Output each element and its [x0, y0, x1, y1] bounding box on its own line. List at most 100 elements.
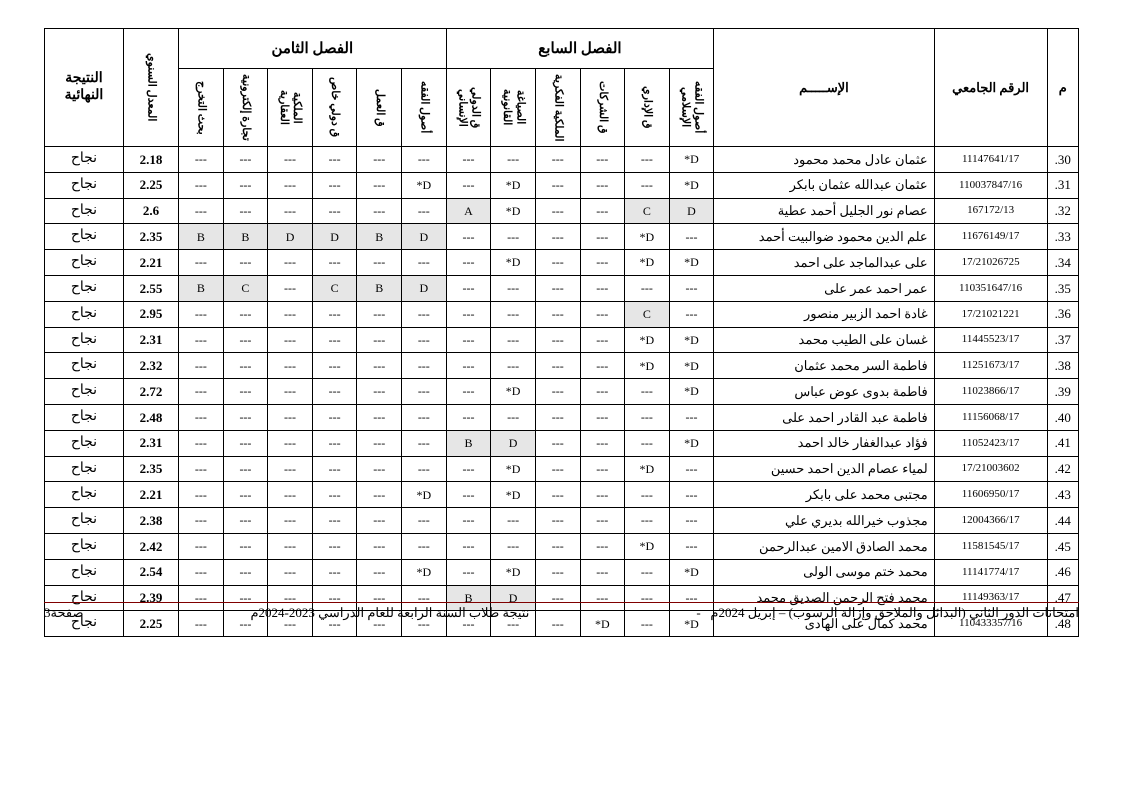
- cell-result: نجاح: [45, 353, 124, 379]
- cell-s7-3: ---: [535, 430, 580, 456]
- cell-avg: 2.21: [123, 250, 178, 276]
- cell-avg: 2.55: [123, 275, 178, 301]
- cell-s7-0: D*: [669, 430, 714, 456]
- cell-s7-5: ---: [446, 275, 491, 301]
- cell-uid: 11023866/17: [934, 379, 1047, 405]
- cell-s7-0: D*: [669, 327, 714, 353]
- cell-s8-3: ---: [268, 327, 313, 353]
- cell-s7-1: D*: [625, 224, 670, 250]
- h-idx: م: [1047, 29, 1078, 147]
- cell-s8-3: ---: [268, 379, 313, 405]
- cell-s8-5: ---: [179, 327, 224, 353]
- cell-s7-4: ---: [491, 404, 536, 430]
- cell-s8-4: ---: [223, 301, 268, 327]
- table-row: 33.11676149/17علم الدين محمود ضوالبيت أح…: [45, 224, 1079, 250]
- cell-s8-0: ---: [402, 379, 447, 405]
- cell-s8-1: ---: [357, 198, 402, 224]
- cell-s8-0: ---: [402, 301, 447, 327]
- cell-s7-3: ---: [535, 353, 580, 379]
- cell-s8-0: D*: [402, 172, 447, 198]
- cell-s8-1: ---: [357, 172, 402, 198]
- cell-s8-1: ---: [357, 559, 402, 585]
- table-row: 36.17/21021221غادة احمد الزبير منصور---C…: [45, 301, 1079, 327]
- cell-s7-0: D: [669, 198, 714, 224]
- cell-avg: 2.25: [123, 172, 178, 198]
- cell-s7-2: ---: [580, 327, 625, 353]
- cell-s8-4: ---: [223, 508, 268, 534]
- cell-s7-2: ---: [580, 198, 625, 224]
- cell-idx: 45.: [1047, 533, 1078, 559]
- cell-idx: 37.: [1047, 327, 1078, 353]
- cell-idx: 33.: [1047, 224, 1078, 250]
- cell-idx: 36.: [1047, 301, 1078, 327]
- cell-s7-4: ---: [491, 508, 536, 534]
- cell-s8-3: ---: [268, 508, 313, 534]
- cell-s7-0: D*: [669, 353, 714, 379]
- cell-s8-1: B: [357, 275, 402, 301]
- cell-result: نجاح: [45, 559, 124, 585]
- cell-s7-5: ---: [446, 224, 491, 250]
- cell-s8-2: ---: [312, 198, 357, 224]
- cell-s8-5: ---: [179, 147, 224, 173]
- cell-name: فاطمة السر محمد عثمان: [714, 353, 934, 379]
- cell-s8-0: D: [402, 275, 447, 301]
- cell-s8-2: ---: [312, 508, 357, 534]
- cell-avg: 2.21: [123, 482, 178, 508]
- cell-uid: 11581545/17: [934, 533, 1047, 559]
- cell-uid: 167172/13: [934, 198, 1047, 224]
- cell-s8-0: D: [402, 224, 447, 250]
- table-row: 43.11606950/17مجتبى محمد على بابكر------…: [45, 482, 1079, 508]
- cell-s8-0: ---: [402, 508, 447, 534]
- cell-idx: 39.: [1047, 379, 1078, 405]
- cell-s8-3: ---: [268, 482, 313, 508]
- cell-avg: 2.32: [123, 353, 178, 379]
- cell-s7-5: A: [446, 198, 491, 224]
- cell-avg: 2.6: [123, 198, 178, 224]
- cell-s7-1: D*: [625, 327, 670, 353]
- cell-idx: 32.: [1047, 198, 1078, 224]
- cell-s7-0: ---: [669, 456, 714, 482]
- cell-s7-2: ---: [580, 533, 625, 559]
- cell-s7-0: D*: [669, 172, 714, 198]
- cell-s8-3: ---: [268, 456, 313, 482]
- s8c5: بحث التخرج: [179, 69, 224, 147]
- cell-s7-2: ---: [580, 456, 625, 482]
- cell-uid: 11445523/17: [934, 327, 1047, 353]
- cell-name: لمياء عصام الدين احمد حسين: [714, 456, 934, 482]
- cell-s8-2: ---: [312, 482, 357, 508]
- cell-avg: 2.38: [123, 508, 178, 534]
- cell-avg: 2.72: [123, 379, 178, 405]
- cell-s8-5: ---: [179, 353, 224, 379]
- cell-uid: 12004366/17: [934, 508, 1047, 534]
- cell-name: عثمان عادل محمد محمود: [714, 147, 934, 173]
- cell-s7-3: ---: [535, 379, 580, 405]
- cell-s8-5: ---: [179, 508, 224, 534]
- cell-s7-5: ---: [446, 508, 491, 534]
- cell-s8-2: ---: [312, 353, 357, 379]
- cell-s7-1: ---: [625, 430, 670, 456]
- cell-s7-0: D*: [669, 147, 714, 173]
- cell-s7-0: ---: [669, 224, 714, 250]
- cell-uid: 11606950/17: [934, 482, 1047, 508]
- table-row: 41.11052423/17فؤاد عبدالغفار خالد احمدD*…: [45, 430, 1079, 456]
- cell-s7-4: D*: [491, 559, 536, 585]
- cell-idx: 44.: [1047, 508, 1078, 534]
- table-row: 40.11156068/17فاطمة عبد القادر احمد على-…: [45, 404, 1079, 430]
- footer-center: نتيجة طلاب السنة الرابعة للعام الدراسي 2…: [83, 605, 696, 621]
- cell-s8-3: ---: [268, 533, 313, 559]
- cell-name: عصام نور الجليل أحمد عطية: [714, 198, 934, 224]
- cell-s8-3: ---: [268, 198, 313, 224]
- table-row: 42.17/21003602لمياء عصام الدين احمد حسين…: [45, 456, 1079, 482]
- cell-result: نجاح: [45, 379, 124, 405]
- cell-s8-4: ---: [223, 379, 268, 405]
- cell-s8-1: ---: [357, 250, 402, 276]
- cell-s7-1: ---: [625, 147, 670, 173]
- cell-s7-5: ---: [446, 353, 491, 379]
- cell-avg: 2.18: [123, 147, 178, 173]
- cell-s7-0: ---: [669, 508, 714, 534]
- cell-uid: 11052423/17: [934, 430, 1047, 456]
- cell-s8-0: ---: [402, 404, 447, 430]
- cell-s7-2: ---: [580, 379, 625, 405]
- s7c3: الملكية الفكرية: [535, 69, 580, 147]
- cell-s7-3: ---: [535, 559, 580, 585]
